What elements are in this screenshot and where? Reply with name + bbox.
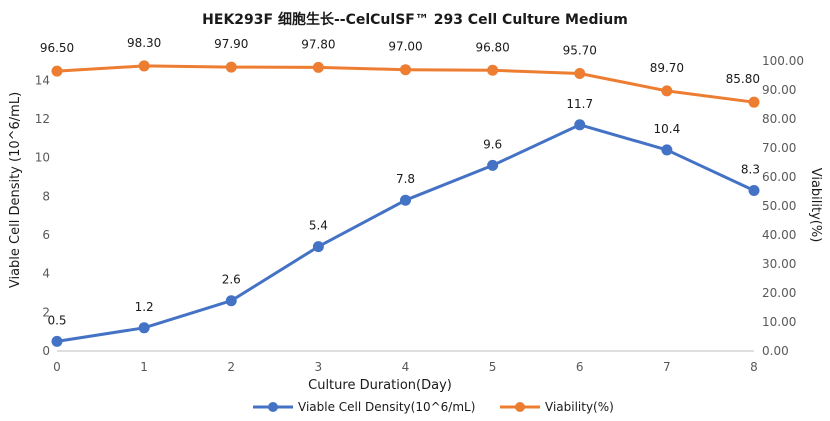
data-label-density: 1.2 (135, 300, 154, 314)
right-tick-label: 50.00 (762, 199, 796, 213)
left-tick-label: 14 (35, 73, 50, 87)
x-tick-label: 0 (53, 360, 61, 374)
legend-label-viability: Viability(%) (545, 400, 614, 414)
data-label-viability: 96.50 (40, 41, 74, 55)
left-tick-label: 8 (42, 189, 50, 203)
data-point-density (312, 241, 324, 253)
left-axis-ticks: 0 2 4 6 8 10 12 14 (35, 73, 50, 358)
data-point-viability (487, 64, 499, 76)
plot-area: 0.5 1.2 2.6 5.4 7.8 9.6 11.7 10.4 8.3 96.50 98.30 9… (40, 36, 760, 347)
data-label-density: 9.6 (483, 137, 502, 151)
left-tick-label: 0 (42, 344, 50, 358)
right-tick-label: 90.00 (762, 83, 796, 97)
x-tick-label: 6 (576, 360, 584, 374)
right-tick-label: 0.00 (762, 344, 789, 358)
legend-swatch-marker-viability (515, 402, 525, 412)
legend-entry-viability: Viability(%) (500, 400, 614, 414)
left-tick-label: 10 (35, 151, 50, 165)
data-point-density (748, 185, 760, 197)
x-tick-label: 5 (489, 360, 497, 374)
data-point-viability (312, 61, 324, 73)
x-tick-label: 7 (663, 360, 671, 374)
right-axis-ticks: 0.00 10.00 20.00 30.00 40.00 50.00 60.00 70.00 8… (762, 54, 804, 358)
data-label-density: 8.3 (741, 163, 760, 177)
right-tick-label: 30.00 (762, 257, 796, 271)
x-axis-ticks: 0 1 2 3 4 5 6 7 8 (53, 360, 758, 374)
data-label-density: 5.4 (309, 219, 328, 233)
right-tick-label: 10.00 (762, 315, 796, 329)
data-label-viability: 96.80 (475, 40, 509, 54)
data-label-density: 10.4 (654, 122, 681, 136)
legend-swatch-marker-density (268, 402, 278, 412)
data-label-density: 2.6 (222, 273, 241, 287)
data-point-viability (400, 64, 411, 76)
x-tick-label: 3 (315, 360, 323, 374)
left-axis-label: Viable Cell Density (10^6/mL) (8, 92, 23, 288)
legend-entry-viable-cell-density: Viable Cell Density(10^6/mL) (253, 400, 475, 414)
data-point-viability (574, 67, 586, 79)
left-tick-label: 6 (42, 228, 50, 242)
x-tick-label: 2 (227, 360, 235, 374)
data-label-viability: 85.80 (726, 72, 760, 86)
data-label-viability: 98.30 (127, 36, 161, 50)
data-point-density (51, 335, 63, 347)
x-axis-label: Culture Duration(Day) (308, 378, 452, 393)
data-point-density (487, 159, 499, 171)
data-point-density (400, 194, 411, 206)
left-tick-label: 2 (42, 305, 50, 319)
data-point-viability (748, 96, 760, 108)
data-point-density (138, 322, 150, 334)
data-point-viability (225, 61, 237, 73)
data-label-viability: 97.90 (214, 37, 248, 51)
x-tick-label: 8 (750, 360, 758, 374)
right-tick-label: 20.00 (762, 286, 796, 300)
right-axis-label: Viability(%) (808, 168, 823, 243)
data-point-viability (51, 65, 63, 77)
data-label-viability: 95.70 (563, 43, 597, 57)
legend: Viable Cell Density(10^6/mL) Viability(%… (253, 400, 614, 414)
data-point-viability (661, 85, 673, 97)
legend-label-density: Viable Cell Density(10^6/mL) (298, 400, 475, 414)
data-label-viability: 97.00 (388, 40, 422, 54)
left-tick-label: 12 (35, 112, 50, 126)
right-tick-label: 70.00 (762, 141, 796, 155)
series-line-density (55, 123, 756, 343)
data-label-density: 7.8 (396, 172, 415, 186)
data-label-viability: 97.80 (301, 37, 335, 51)
right-tick-label: 40.00 (762, 228, 796, 242)
right-tick-label: 100.00 (762, 54, 804, 68)
left-tick-label: 4 (42, 267, 50, 281)
right-tick-label: 80.00 (762, 112, 796, 126)
data-point-density (574, 119, 586, 131)
right-tick-label: 60.00 (762, 170, 796, 184)
data-label-viability: 89.70 (650, 61, 684, 75)
data-label-density: 11.7 (566, 97, 593, 111)
x-tick-label: 4 (402, 360, 410, 374)
data-point-viability (138, 60, 150, 72)
data-label-density: 0.5 (47, 313, 66, 327)
data-point-density (225, 295, 237, 307)
chart-title: HEK293F 细胞生长--CelCulSF™ 293 Cell Culture… (202, 11, 628, 28)
data-point-density (661, 144, 673, 156)
x-tick-label: 1 (140, 360, 148, 374)
